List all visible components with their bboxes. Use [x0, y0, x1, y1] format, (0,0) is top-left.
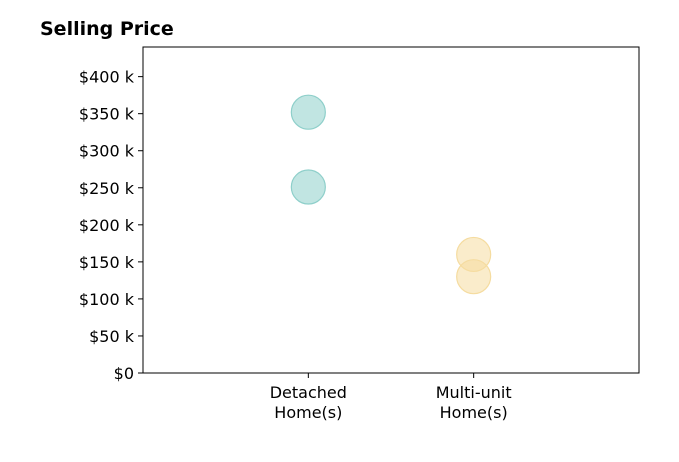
y-tick-label: $350 k: [79, 105, 135, 124]
y-tick-label: $250 k: [79, 179, 135, 198]
data-points: [290, 94, 492, 295]
data-point: [456, 259, 492, 295]
y-tick-label: $300 k: [79, 142, 135, 161]
y-tick-label: $50 k: [89, 327, 135, 346]
y-tick-label: $200 k: [79, 216, 135, 235]
data-point: [290, 169, 326, 205]
chart-title: Selling Price: [40, 18, 174, 40]
y-tick-label: $150 k: [79, 253, 135, 272]
y-axis: $0 $50 k $100 k $150 k $200 k $250 k $300 k $35…: [79, 68, 143, 383]
data-point: [290, 94, 326, 130]
x-tick-label: Detached Home(s): [270, 383, 347, 422]
y-tick-label: $0: [114, 364, 134, 383]
y-tick-label: $100 k: [79, 290, 135, 309]
y-tick-label: $400 k: [79, 68, 135, 87]
plot-frame: [142, 46, 640, 374]
x-axis: Detached Home(s) Multi-unit Home(s): [270, 373, 512, 422]
x-tick-label: Multi-unit Home(s): [436, 383, 512, 422]
